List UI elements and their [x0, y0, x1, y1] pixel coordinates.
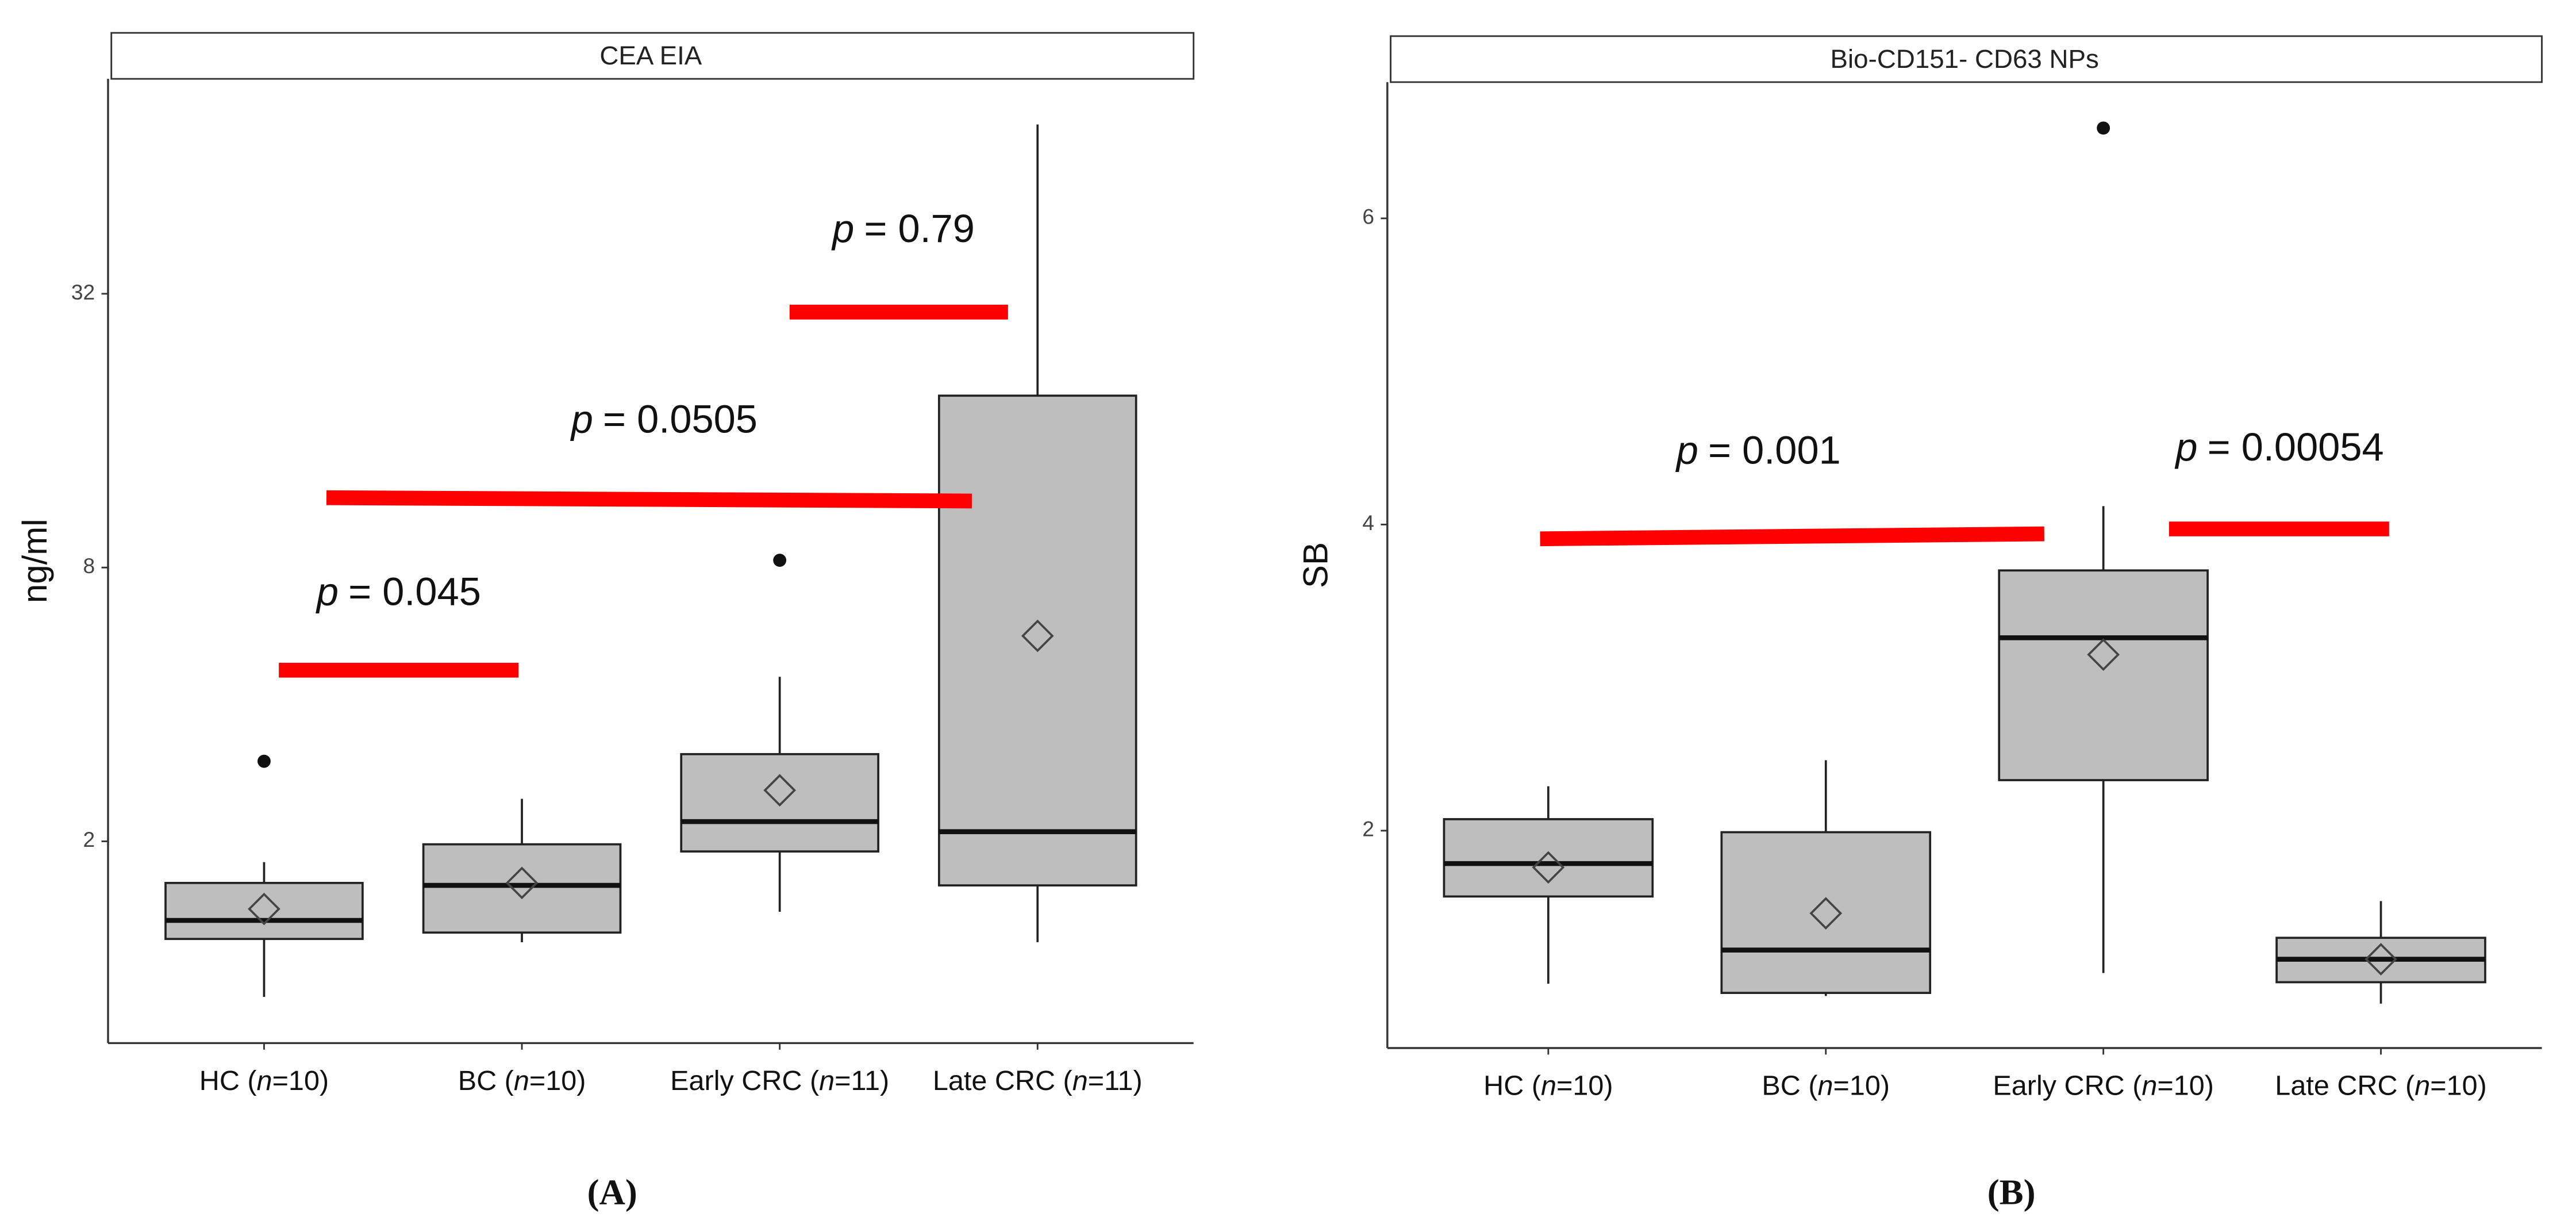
outlier: [2097, 121, 2110, 135]
x-tick-label: HC (n=10): [1483, 1070, 1613, 1101]
y-axis-label: SB: [1297, 542, 1335, 588]
panel-label: (B): [1987, 1172, 2036, 1212]
comparison-bar: [1540, 526, 2044, 547]
p-symbol: p: [831, 206, 854, 251]
y-tick-label: 4: [1362, 511, 1374, 535]
p-value: p = 0.045: [316, 569, 481, 613]
p-value: p = 0.00054: [2174, 425, 2383, 469]
facet-title: Bio-CD151- CD63 NPs: [1831, 44, 2099, 74]
x-tick-label: Late CRC (n=11): [933, 1065, 1143, 1096]
mean-marker: [763, 774, 796, 807]
outlier: [257, 754, 271, 768]
p-text: = 0.00054: [2208, 425, 2384, 469]
x-tick-label: HC (n=10): [199, 1065, 329, 1096]
mean-marker: [1809, 897, 1843, 930]
x-tick-label: Early CRC (n=11): [670, 1065, 889, 1096]
x-tick-label: Early CRC (n=10): [1993, 1070, 2214, 1101]
facet-title: CEA EIA: [599, 41, 702, 70]
y-tick-label: 8: [83, 554, 95, 578]
facet-strip: [110, 32, 1195, 80]
x-tick-label: BC (n=10): [458, 1065, 586, 1096]
outlier: [773, 554, 787, 567]
p-symbol: p: [316, 569, 339, 613]
p-value: p = 0.79: [831, 206, 975, 251]
p-symbol: p: [2174, 425, 2197, 469]
p-value: p = 0.0505: [570, 397, 758, 441]
box: [1443, 818, 1654, 898]
panel-label: (A): [587, 1172, 637, 1212]
mean-marker: [2364, 943, 2397, 976]
mean-marker: [248, 892, 280, 926]
p-text: = 0.0505: [603, 397, 758, 441]
box: [1998, 569, 2209, 781]
x-tick-label: BC (n=10): [1762, 1070, 1890, 1101]
comparison-bar: [326, 490, 972, 509]
box: [422, 843, 622, 934]
mean-marker: [505, 866, 539, 900]
box: [680, 753, 879, 853]
p-text: = 0.79: [864, 206, 975, 251]
p-symbol: p: [570, 397, 593, 441]
y-axis-label: ng/ml: [16, 519, 54, 603]
p-text: = 0.045: [348, 569, 481, 613]
p-symbol: p: [1675, 428, 1698, 473]
box: [937, 394, 1137, 886]
y-tick-label: 6: [1362, 205, 1374, 229]
y-tick-label: 2: [1362, 817, 1374, 841]
y-tick-label: 2: [83, 827, 95, 851]
mean-marker: [1532, 851, 1565, 884]
p-value: p = 0.001: [1675, 428, 1841, 473]
mean-marker: [1021, 619, 1054, 653]
x-tick-label: Late CRC (n=10): [2275, 1070, 2486, 1101]
y-tick-label: 32: [71, 280, 95, 304]
box: [164, 881, 364, 941]
p-text: = 0.001: [1708, 428, 1841, 473]
facet-strip: [1390, 35, 2543, 83]
box: [1720, 831, 1932, 994]
mean-marker: [2087, 638, 2120, 671]
